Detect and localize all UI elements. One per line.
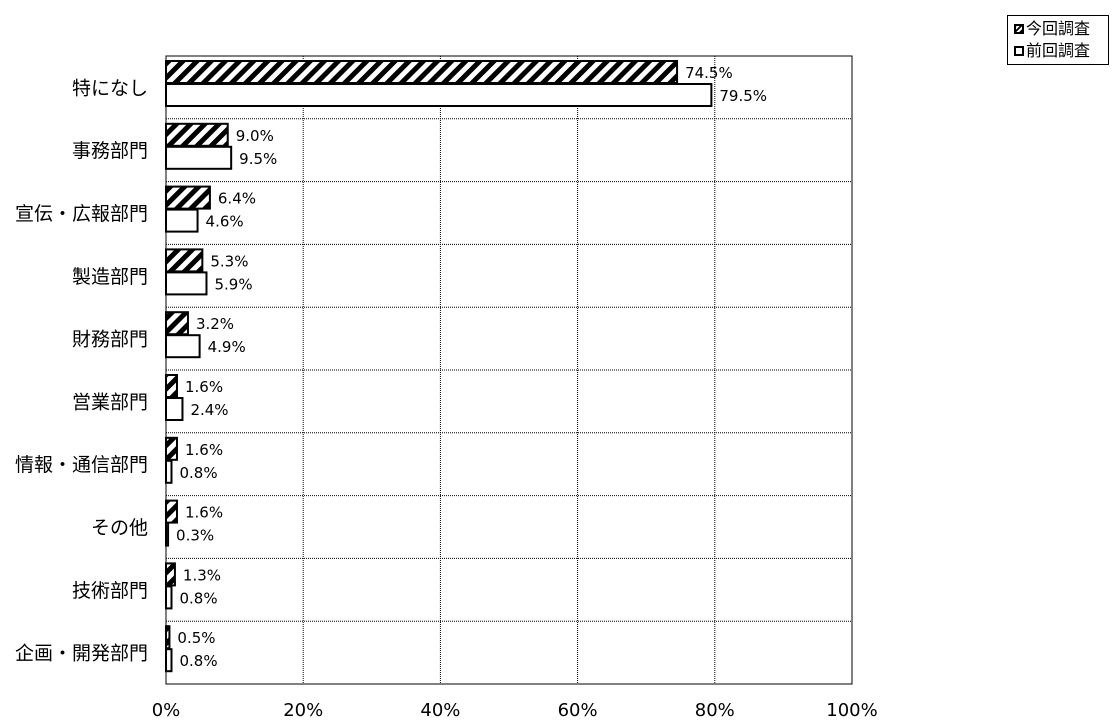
current-survey-bar	[165, 60, 679, 84]
current-survey-bar	[165, 499, 178, 524]
category-label: 技術部門	[72, 580, 148, 602]
previous-survey-data-label: 4.9%	[208, 338, 246, 356]
previous-survey-data-label: 0.8%	[179, 652, 217, 670]
x-axis-tick-label: 20%	[283, 700, 323, 720]
current-survey-bar	[165, 562, 176, 587]
current-survey-bar	[165, 311, 189, 336]
current-survey-data-label: 1.6%	[185, 504, 223, 522]
current-survey-bar	[165, 625, 171, 650]
current-survey-data-label: 5.3%	[210, 252, 248, 270]
current-survey-data-label: 0.5%	[177, 629, 215, 647]
legend-swatch-current	[1014, 24, 1024, 34]
current-survey-bar	[165, 185, 211, 210]
category-label: 製造部門	[72, 266, 148, 288]
previous-survey-data-label: 5.9%	[214, 275, 252, 293]
current-survey-bar	[165, 122, 229, 147]
legend: 今回調査 前回調査	[1007, 15, 1109, 65]
previous-survey-bar	[165, 459, 173, 484]
x-axis-tick-label: 60%	[558, 700, 598, 720]
category-label: 情報・通信部門	[15, 454, 148, 476]
category-label: 企画・開発部門	[15, 643, 148, 665]
legend-item-previous: 前回調査	[1014, 40, 1090, 62]
current-survey-data-label: 74.5%	[685, 64, 733, 82]
legend-label-previous: 前回調査	[1026, 41, 1091, 60]
previous-survey-data-label: 4.6%	[206, 213, 244, 231]
previous-survey-data-label: 79.5%	[719, 87, 767, 105]
legend-item-current: 今回調査	[1014, 18, 1090, 40]
current-survey-data-label: 1.6%	[185, 378, 223, 396]
previous-survey-bar	[165, 397, 184, 421]
previous-survey-data-label: 9.5%	[239, 150, 277, 168]
x-axis-tick-label: 80%	[695, 700, 735, 720]
previous-survey-data-label: 2.4%	[190, 401, 228, 419]
current-survey-data-label: 3.2%	[196, 315, 234, 333]
x-axis-tick-label: 100%	[826, 700, 877, 720]
previous-survey-data-label: 0.8%	[179, 589, 217, 607]
current-survey-bar	[165, 374, 178, 398]
category-label: 事務部門	[72, 140, 148, 162]
previous-survey-data-label: 0.8%	[179, 464, 217, 482]
previous-survey-bar	[165, 648, 173, 673]
previous-survey-data-label: 0.3%	[176, 527, 214, 545]
category-label: 宣伝・広報部門	[15, 203, 148, 225]
current-survey-data-label: 9.0%	[236, 127, 274, 145]
category-label: 特になし	[72, 77, 148, 99]
current-survey-data-label: 1.3%	[183, 566, 221, 584]
x-axis-tick-label: 40%	[420, 700, 460, 720]
x-axis-tick-label: 0%	[152, 700, 181, 720]
previous-survey-bar	[165, 145, 233, 170]
current-survey-data-label: 6.4%	[218, 190, 256, 208]
previous-survey-bar	[165, 522, 170, 547]
previous-survey-bar	[165, 585, 173, 610]
previous-survey-bar	[165, 208, 199, 233]
current-survey-data-label: 1.6%	[185, 441, 223, 459]
category-label: 財務部門	[72, 329, 148, 351]
legend-swatch-previous	[1014, 46, 1024, 56]
previous-survey-bar	[165, 83, 713, 107]
current-survey-bar	[165, 436, 178, 461]
category-label: その他	[91, 517, 148, 539]
current-survey-bar	[165, 248, 204, 273]
previous-survey-bar	[165, 271, 208, 296]
category-label: 営業部門	[72, 391, 148, 413]
legend-label-current: 今回調査	[1026, 19, 1091, 38]
plot-frame	[165, 55, 853, 685]
previous-survey-bar	[165, 334, 201, 359]
